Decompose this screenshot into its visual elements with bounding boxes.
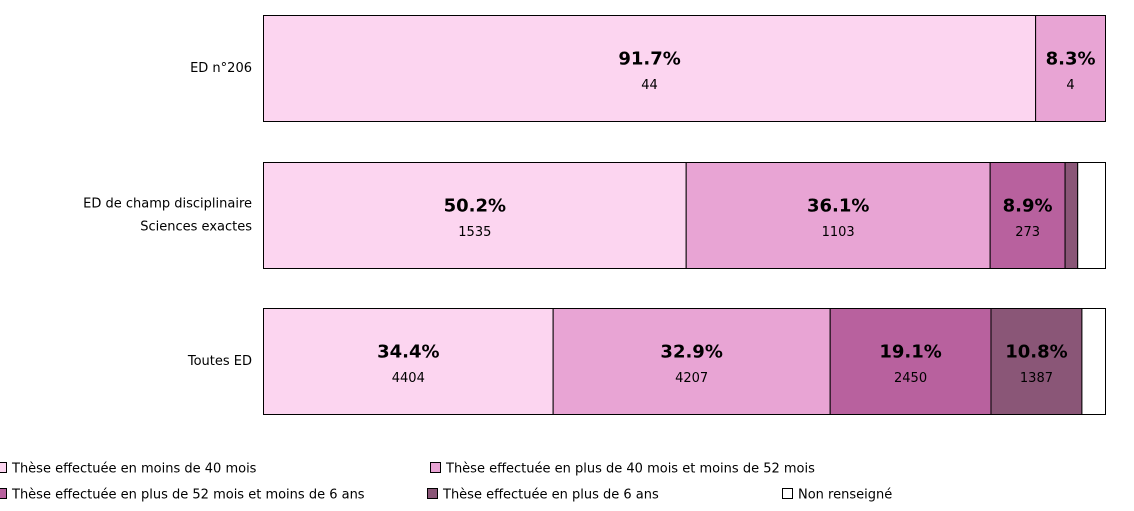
- category-label: Toutes ED: [187, 354, 252, 369]
- bar-segment: [263, 15, 1037, 122]
- value-label: 50.2%: [444, 196, 506, 217]
- legend-swatch: [0, 488, 7, 499]
- value-label: 19.1%: [879, 342, 941, 363]
- category-label: ED n°206: [190, 61, 252, 76]
- count-label: 4207: [675, 371, 708, 386]
- legend-label: Thèse effectuée en plus de 52 mois et mo…: [11, 488, 365, 503]
- category-label: ED de champ disciplinaire: [83, 197, 252, 212]
- count-label: 4: [1066, 78, 1074, 93]
- count-label: 4404: [392, 371, 425, 386]
- legend-swatch: [782, 488, 793, 499]
- count-label: 44: [641, 78, 658, 93]
- legend-swatch: [430, 462, 441, 473]
- value-label: 32.9%: [660, 342, 722, 363]
- bar-segment: [552, 308, 831, 415]
- count-label: 273: [1015, 225, 1040, 240]
- value-label: 8.9%: [1003, 196, 1053, 217]
- count-label: 2450: [894, 371, 927, 386]
- legend-label: Thèse effectuée en plus de 6 ans: [442, 488, 659, 503]
- value-label: 10.8%: [1005, 342, 1067, 363]
- bar-segment: [1077, 162, 1106, 269]
- bar-segment: [685, 162, 991, 269]
- count-label: 1103: [822, 225, 855, 240]
- bar-segment: [990, 308, 1083, 415]
- value-label: 34.4%: [377, 342, 439, 363]
- bar-segment: [989, 162, 1066, 269]
- bar-segment: [1035, 15, 1107, 122]
- bar-segment: [829, 308, 992, 415]
- value-label: 36.1%: [807, 196, 869, 217]
- legend-label: Thèse effectuée en moins de 40 mois: [11, 462, 257, 477]
- legend-swatch: [427, 488, 438, 499]
- bar-segment: [263, 308, 554, 415]
- count-label: 1387: [1020, 371, 1053, 386]
- legend-swatch: [0, 462, 7, 473]
- legend-label: Thèse effectuée en plus de 40 mois et mo…: [445, 462, 815, 477]
- bar-segment: [263, 162, 687, 269]
- count-label: 1535: [458, 225, 491, 240]
- legend-label: Non renseigné: [798, 488, 892, 503]
- value-label: 91.7%: [618, 49, 680, 70]
- category-label: Sciences exactes: [140, 220, 252, 235]
- value-label: 8.3%: [1046, 49, 1096, 70]
- bar-segment: [1081, 308, 1106, 415]
- bar-segment: [1064, 162, 1079, 269]
